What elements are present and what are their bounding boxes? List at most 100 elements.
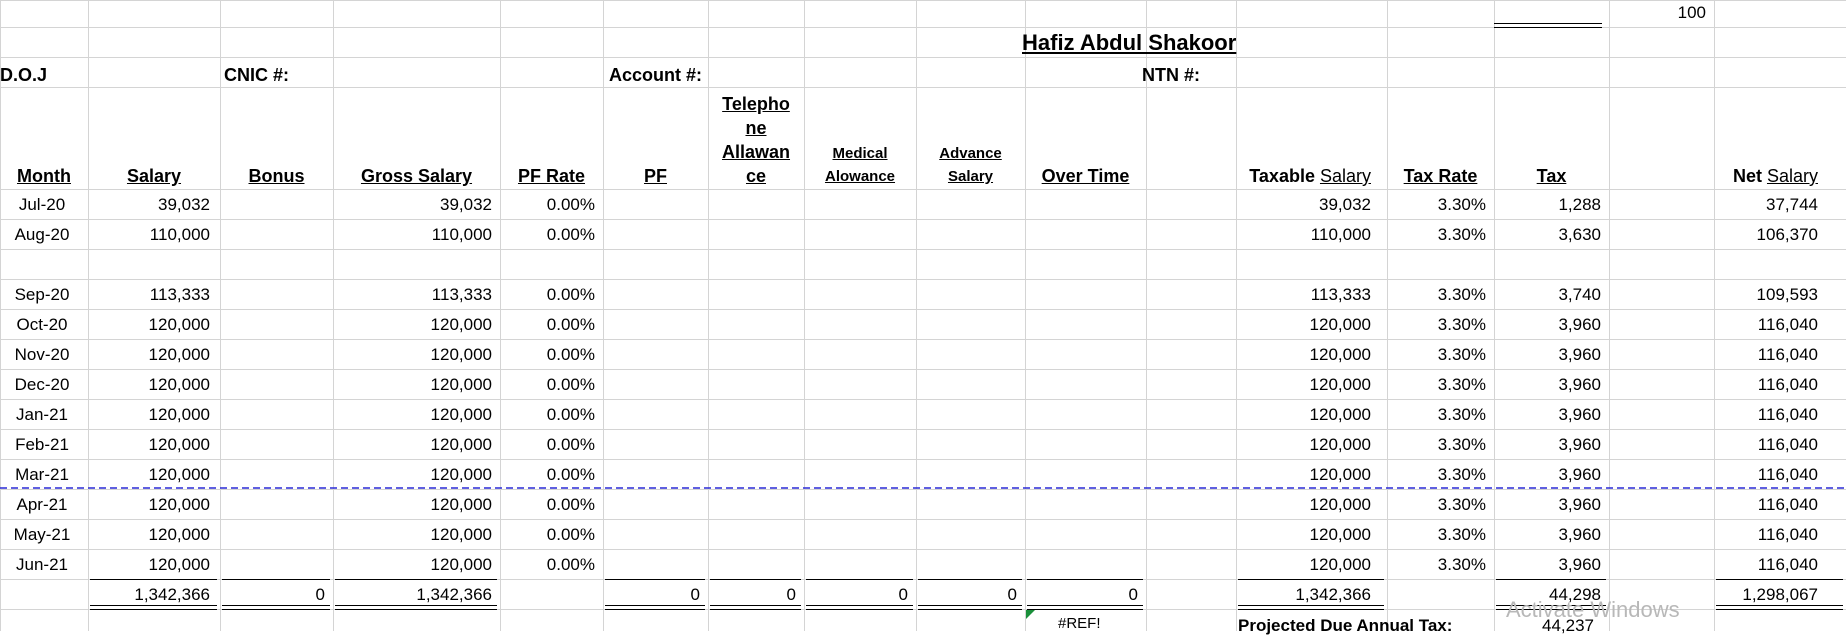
month-cell: Feb-21 xyxy=(15,435,69,454)
month-cell: May-21 xyxy=(13,525,71,544)
header-pf-rate: PF Rate xyxy=(517,166,586,186)
gross-salary-cell: 113,333 xyxy=(431,285,492,304)
total-medical: 0 xyxy=(898,585,908,604)
total-pf: 0 xyxy=(690,585,700,604)
month-cell: Sep-20 xyxy=(14,285,70,304)
salary-cell: 113,333 xyxy=(149,285,210,304)
salary-cell: 110,000 xyxy=(149,225,210,244)
cnic-label: CNIC #: xyxy=(224,65,290,85)
net-salary-cell: 116,040 xyxy=(1757,405,1818,424)
taxable-salary-cell: 120,000 xyxy=(1309,435,1371,454)
total-top-border xyxy=(1496,579,1606,580)
total-top-border xyxy=(806,579,913,580)
pf-rate-cell: 0.00% xyxy=(546,495,595,514)
month-cell: Dec-20 xyxy=(14,375,70,394)
tax-rate-cell: 3.30% xyxy=(1437,345,1486,364)
total-taxable-salary: 1,342,366 xyxy=(1295,585,1371,604)
tax-cell: 3,960 xyxy=(1558,375,1601,394)
tax-rate-cell: 3.30% xyxy=(1437,555,1486,574)
gross-salary-cell: 120,000 xyxy=(430,525,492,544)
pf-rate-cell: 0.00% xyxy=(546,405,595,424)
top-value-cell: 100 xyxy=(1677,3,1706,22)
gross-salary-cell: 120,000 xyxy=(430,465,492,484)
gross-salary-cell: 120,000 xyxy=(430,555,492,574)
total-top-border xyxy=(1027,579,1143,580)
net-salary-cell: 116,040 xyxy=(1757,435,1818,454)
tax-cell: 3,630 xyxy=(1558,225,1601,244)
header-medical-allowance-line: Alowance xyxy=(824,168,896,185)
taxable-salary-cell: 110,000 xyxy=(1310,225,1371,244)
total-top-border xyxy=(918,579,1022,580)
tax-rate-cell: 3.30% xyxy=(1437,285,1486,304)
total-gross-salary: 1,342,366 xyxy=(416,585,492,604)
header-tax-rate: Tax Rate xyxy=(1403,166,1478,186)
header-advance-salary-line: Salary xyxy=(947,168,994,185)
tax-cell: 3,960 xyxy=(1558,555,1601,574)
header-telephone-allowance-line: ce xyxy=(745,166,767,186)
header-pf: PF xyxy=(643,166,667,186)
total-tax: 44,298 xyxy=(1549,585,1601,604)
activate-windows-watermark: Activate Windows xyxy=(1506,597,1680,622)
taxable-salary-cell: 113,333 xyxy=(1310,285,1371,304)
tax-rate-cell: 3.30% xyxy=(1437,375,1486,394)
gross-salary-cell: 120,000 xyxy=(430,495,492,514)
header-advance-salary: Advance Salary xyxy=(916,142,1025,188)
header-net-word: Net xyxy=(1732,166,1767,186)
header-net-salary: Net Salary xyxy=(1714,167,1818,185)
pf-rate-cell: 0.00% xyxy=(546,435,595,454)
header-telephone-allowance-line: Telepho xyxy=(722,94,790,114)
account-label: Account #: xyxy=(609,65,703,85)
tax-rate-cell: 3.30% xyxy=(1437,315,1486,334)
month-cell: Jan-21 xyxy=(16,405,68,424)
header-taxable-salary-word: Salary xyxy=(1319,166,1371,186)
total-double-underline xyxy=(1716,605,1843,610)
net-salary-cell: 116,040 xyxy=(1757,555,1818,574)
total-top-border xyxy=(710,579,801,580)
tax-rate-cell: 3.30% xyxy=(1437,525,1486,544)
total-advance: 0 xyxy=(1007,585,1017,604)
tax-cell: 3,960 xyxy=(1558,315,1601,334)
month-cell: Jun-21 xyxy=(16,555,68,574)
header-telephone-allowance-line: Allawan xyxy=(721,142,791,162)
taxable-salary-cell: 120,000 xyxy=(1309,495,1371,514)
header-net-salary-word: Salary xyxy=(1766,166,1818,186)
tax-cell: 3,960 xyxy=(1558,465,1601,484)
pf-rate-cell: 0.00% xyxy=(546,465,595,484)
salary-cell: 120,000 xyxy=(148,555,210,574)
tax-cell: 3,960 xyxy=(1558,345,1601,364)
employee-name-title: Hafiz Abdul Shakoor xyxy=(1022,30,1237,55)
tax-rate-cell: 3.30% xyxy=(1437,435,1486,454)
tax-cell: 3,960 xyxy=(1558,405,1601,424)
total-net-salary: 1,298,067 xyxy=(1742,585,1818,604)
net-salary-cell: 116,040 xyxy=(1757,315,1818,334)
projected-tax-value: 44,237 xyxy=(1542,616,1594,635)
net-salary-cell: 37,744 xyxy=(1766,195,1818,214)
tax-cell: 3,740 xyxy=(1558,285,1601,304)
tax-cell: 3,960 xyxy=(1558,495,1601,514)
header-taxable-word: Taxable xyxy=(1249,166,1320,186)
pf-rate-cell: 0.00% xyxy=(546,285,595,304)
taxable-salary-cell: 120,000 xyxy=(1309,315,1371,334)
total-double-underline xyxy=(918,605,1022,610)
header-advance-salary-line: Advance xyxy=(939,145,1002,162)
header-gross-salary: Gross Salary xyxy=(360,166,473,186)
salary-cell: 120,000 xyxy=(148,435,210,454)
total-double-underline xyxy=(605,605,705,610)
total-double-underline xyxy=(335,605,497,610)
total-top-border xyxy=(222,579,330,580)
pf-rate-cell: 0.00% xyxy=(546,225,595,244)
gross-salary-cell: 120,000 xyxy=(430,375,492,394)
tax-cell: 3,960 xyxy=(1558,435,1601,454)
salary-cell: 120,000 xyxy=(148,315,210,334)
taxable-salary-cell: 120,000 xyxy=(1309,375,1371,394)
header-month: Month xyxy=(17,166,71,186)
header-over-time: Over Time xyxy=(1041,166,1130,186)
pf-rate-cell: 0.00% xyxy=(546,525,595,544)
total-salary: 1,342,366 xyxy=(134,585,210,604)
header-taxable-salary: Taxable Salary xyxy=(1236,167,1371,185)
total-double-underline xyxy=(1027,605,1143,610)
net-salary-cell: 116,040 xyxy=(1757,495,1818,514)
tax-rate-cell: 3.30% xyxy=(1437,195,1486,214)
doj-label: D.O.J xyxy=(0,65,48,85)
